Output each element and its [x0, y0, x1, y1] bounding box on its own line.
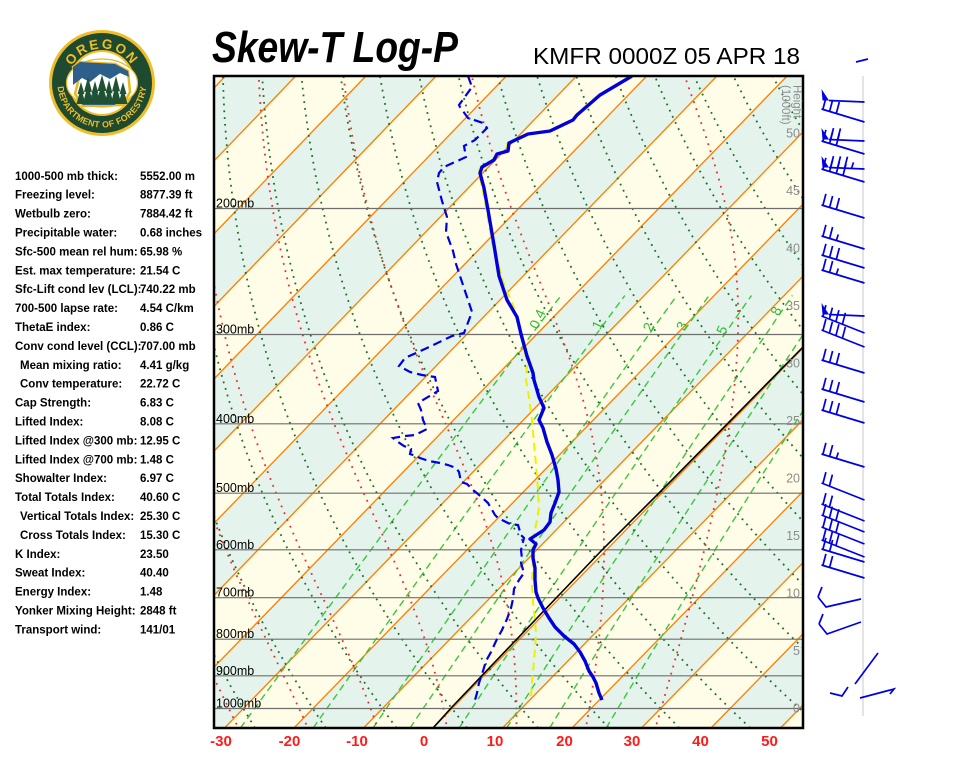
svg-text:0.68 inches: 0.68 inches: [140, 228, 202, 240]
svg-text:KMFR 0000Z 05 APR 18: KMFR 0000Z 05 APR 18: [533, 43, 800, 69]
svg-text:Vertical Totals Index:: Vertical Totals Index:: [20, 511, 134, 523]
svg-text:Precipitable water:: Precipitable water:: [15, 228, 117, 240]
svg-text:707.00 mb: 707.00 mb: [140, 341, 196, 353]
svg-text:900mb: 900mb: [216, 664, 254, 678]
svg-text:(1000ft): (1000ft): [779, 85, 791, 125]
svg-text:1.48 C: 1.48 C: [140, 454, 174, 466]
svg-text:8.08 C: 8.08 C: [140, 417, 174, 429]
svg-text:22.72 C: 22.72 C: [140, 379, 180, 391]
svg-text:1000mb: 1000mb: [216, 697, 261, 711]
svg-text:30: 30: [624, 733, 641, 750]
svg-text:8877.39 ft: 8877.39 ft: [140, 190, 193, 202]
svg-text:K Index:: K Index:: [15, 549, 60, 561]
svg-text:-30: -30: [210, 733, 232, 750]
svg-text:20: 20: [556, 733, 573, 750]
svg-text:0.4: 0.4: [526, 306, 549, 331]
svg-text:50: 50: [786, 127, 800, 141]
svg-text:45: 45: [786, 184, 800, 198]
svg-text:1000-500 mb thick:: 1000-500 mb thick:: [15, 171, 118, 183]
svg-text:200mb: 200mb: [216, 197, 254, 211]
svg-text:15: 15: [786, 529, 800, 543]
svg-text:4.41 g/kg: 4.41 g/kg: [140, 360, 189, 372]
svg-text:700-500 lapse rate:: 700-500 lapse rate:: [15, 303, 118, 315]
svg-text:-20: -20: [279, 733, 301, 750]
svg-text:Wetbulb zero:: Wetbulb zero:: [15, 209, 91, 221]
svg-text:50: 50: [761, 733, 778, 750]
svg-text:20: 20: [786, 472, 800, 486]
svg-text:-10: -10: [346, 733, 368, 750]
svg-text:300mb: 300mb: [216, 323, 254, 337]
svg-text:15.30 C: 15.30 C: [140, 530, 180, 542]
svg-text:40.40: 40.40: [140, 568, 169, 580]
svg-text:ThetaE index:: ThetaE index:: [15, 322, 90, 334]
svg-text:Total Totals Index:: Total Totals Index:: [15, 492, 115, 504]
svg-text:Freezing level:: Freezing level:: [15, 190, 95, 202]
svg-text:40.60 C: 40.60 C: [140, 492, 180, 504]
svg-text:12.95 C: 12.95 C: [140, 435, 180, 447]
svg-text:400mb: 400mb: [216, 412, 254, 426]
svg-text:5552.00 m: 5552.00 m: [140, 171, 195, 183]
svg-text:21.54 C: 21.54 C: [140, 265, 180, 277]
svg-text:700mb: 700mb: [216, 586, 254, 600]
svg-text:Sfc-500 mean rel hum:: Sfc-500 mean rel hum:: [15, 246, 138, 258]
svg-text:Yonker Mixing Height:: Yonker Mixing Height:: [15, 606, 136, 618]
svg-text:Lifted Index:: Lifted Index:: [15, 417, 83, 429]
svg-text:Lifted Index @300 mb:: Lifted Index @300 mb:: [15, 435, 137, 447]
svg-text:4.54 C/km: 4.54 C/km: [140, 303, 194, 315]
svg-text:0: 0: [793, 702, 800, 716]
svg-text:65.98 %: 65.98 %: [140, 246, 182, 258]
svg-text:10: 10: [786, 587, 800, 601]
svg-text:25.30 C: 25.30 C: [140, 511, 180, 523]
svg-text:Showalter Index:: Showalter Index:: [15, 473, 107, 485]
svg-text:740.22 mb: 740.22 mb: [140, 284, 196, 296]
svg-text:Height: Height: [791, 85, 803, 119]
svg-text:141/01: 141/01: [140, 624, 176, 636]
svg-text:25: 25: [786, 414, 800, 428]
svg-text:Cross Totals Index:: Cross Totals Index:: [20, 530, 126, 542]
svg-text:2848 ft: 2848 ft: [140, 606, 177, 618]
svg-text:800mb: 800mb: [216, 627, 254, 641]
svg-text:Transport wind:: Transport wind:: [15, 624, 101, 636]
svg-text:Conv cond level (CCL):: Conv cond level (CCL):: [15, 341, 142, 353]
svg-text:500mb: 500mb: [216, 481, 254, 495]
svg-text:600mb: 600mb: [216, 538, 254, 552]
svg-text:Conv temperature:: Conv temperature:: [20, 379, 122, 391]
svg-text:Est. max temperature:: Est. max temperature:: [15, 265, 136, 277]
svg-text:6.97 C: 6.97 C: [140, 473, 174, 485]
svg-text:10: 10: [487, 733, 504, 750]
svg-text:Energy Index:: Energy Index:: [15, 587, 91, 599]
svg-text:Mean mixing ratio:: Mean mixing ratio:: [20, 360, 122, 372]
svg-text:23.50: 23.50: [140, 549, 169, 561]
svg-text:30: 30: [786, 357, 800, 371]
svg-text:Sfc-Lift cond lev (LCL):: Sfc-Lift cond lev (LCL):: [15, 284, 142, 296]
svg-text:0.86 C: 0.86 C: [140, 322, 174, 334]
svg-text:0: 0: [420, 733, 428, 750]
svg-text:Skew-T Log-P: Skew-T Log-P: [212, 23, 459, 72]
svg-text:Sweat Index:: Sweat Index:: [15, 568, 85, 580]
svg-text:40: 40: [692, 733, 709, 750]
svg-text:Lifted Index @700 mb:: Lifted Index @700 mb:: [15, 454, 137, 466]
svg-text:40: 40: [786, 242, 800, 256]
svg-text:5: 5: [793, 644, 800, 658]
svg-text:1.48: 1.48: [140, 587, 163, 599]
svg-text:6.83 C: 6.83 C: [140, 398, 174, 410]
svg-text:35: 35: [786, 299, 800, 313]
svg-text:Cap Strength:: Cap Strength:: [15, 398, 91, 410]
svg-text:7884.42 ft: 7884.42 ft: [140, 209, 193, 221]
